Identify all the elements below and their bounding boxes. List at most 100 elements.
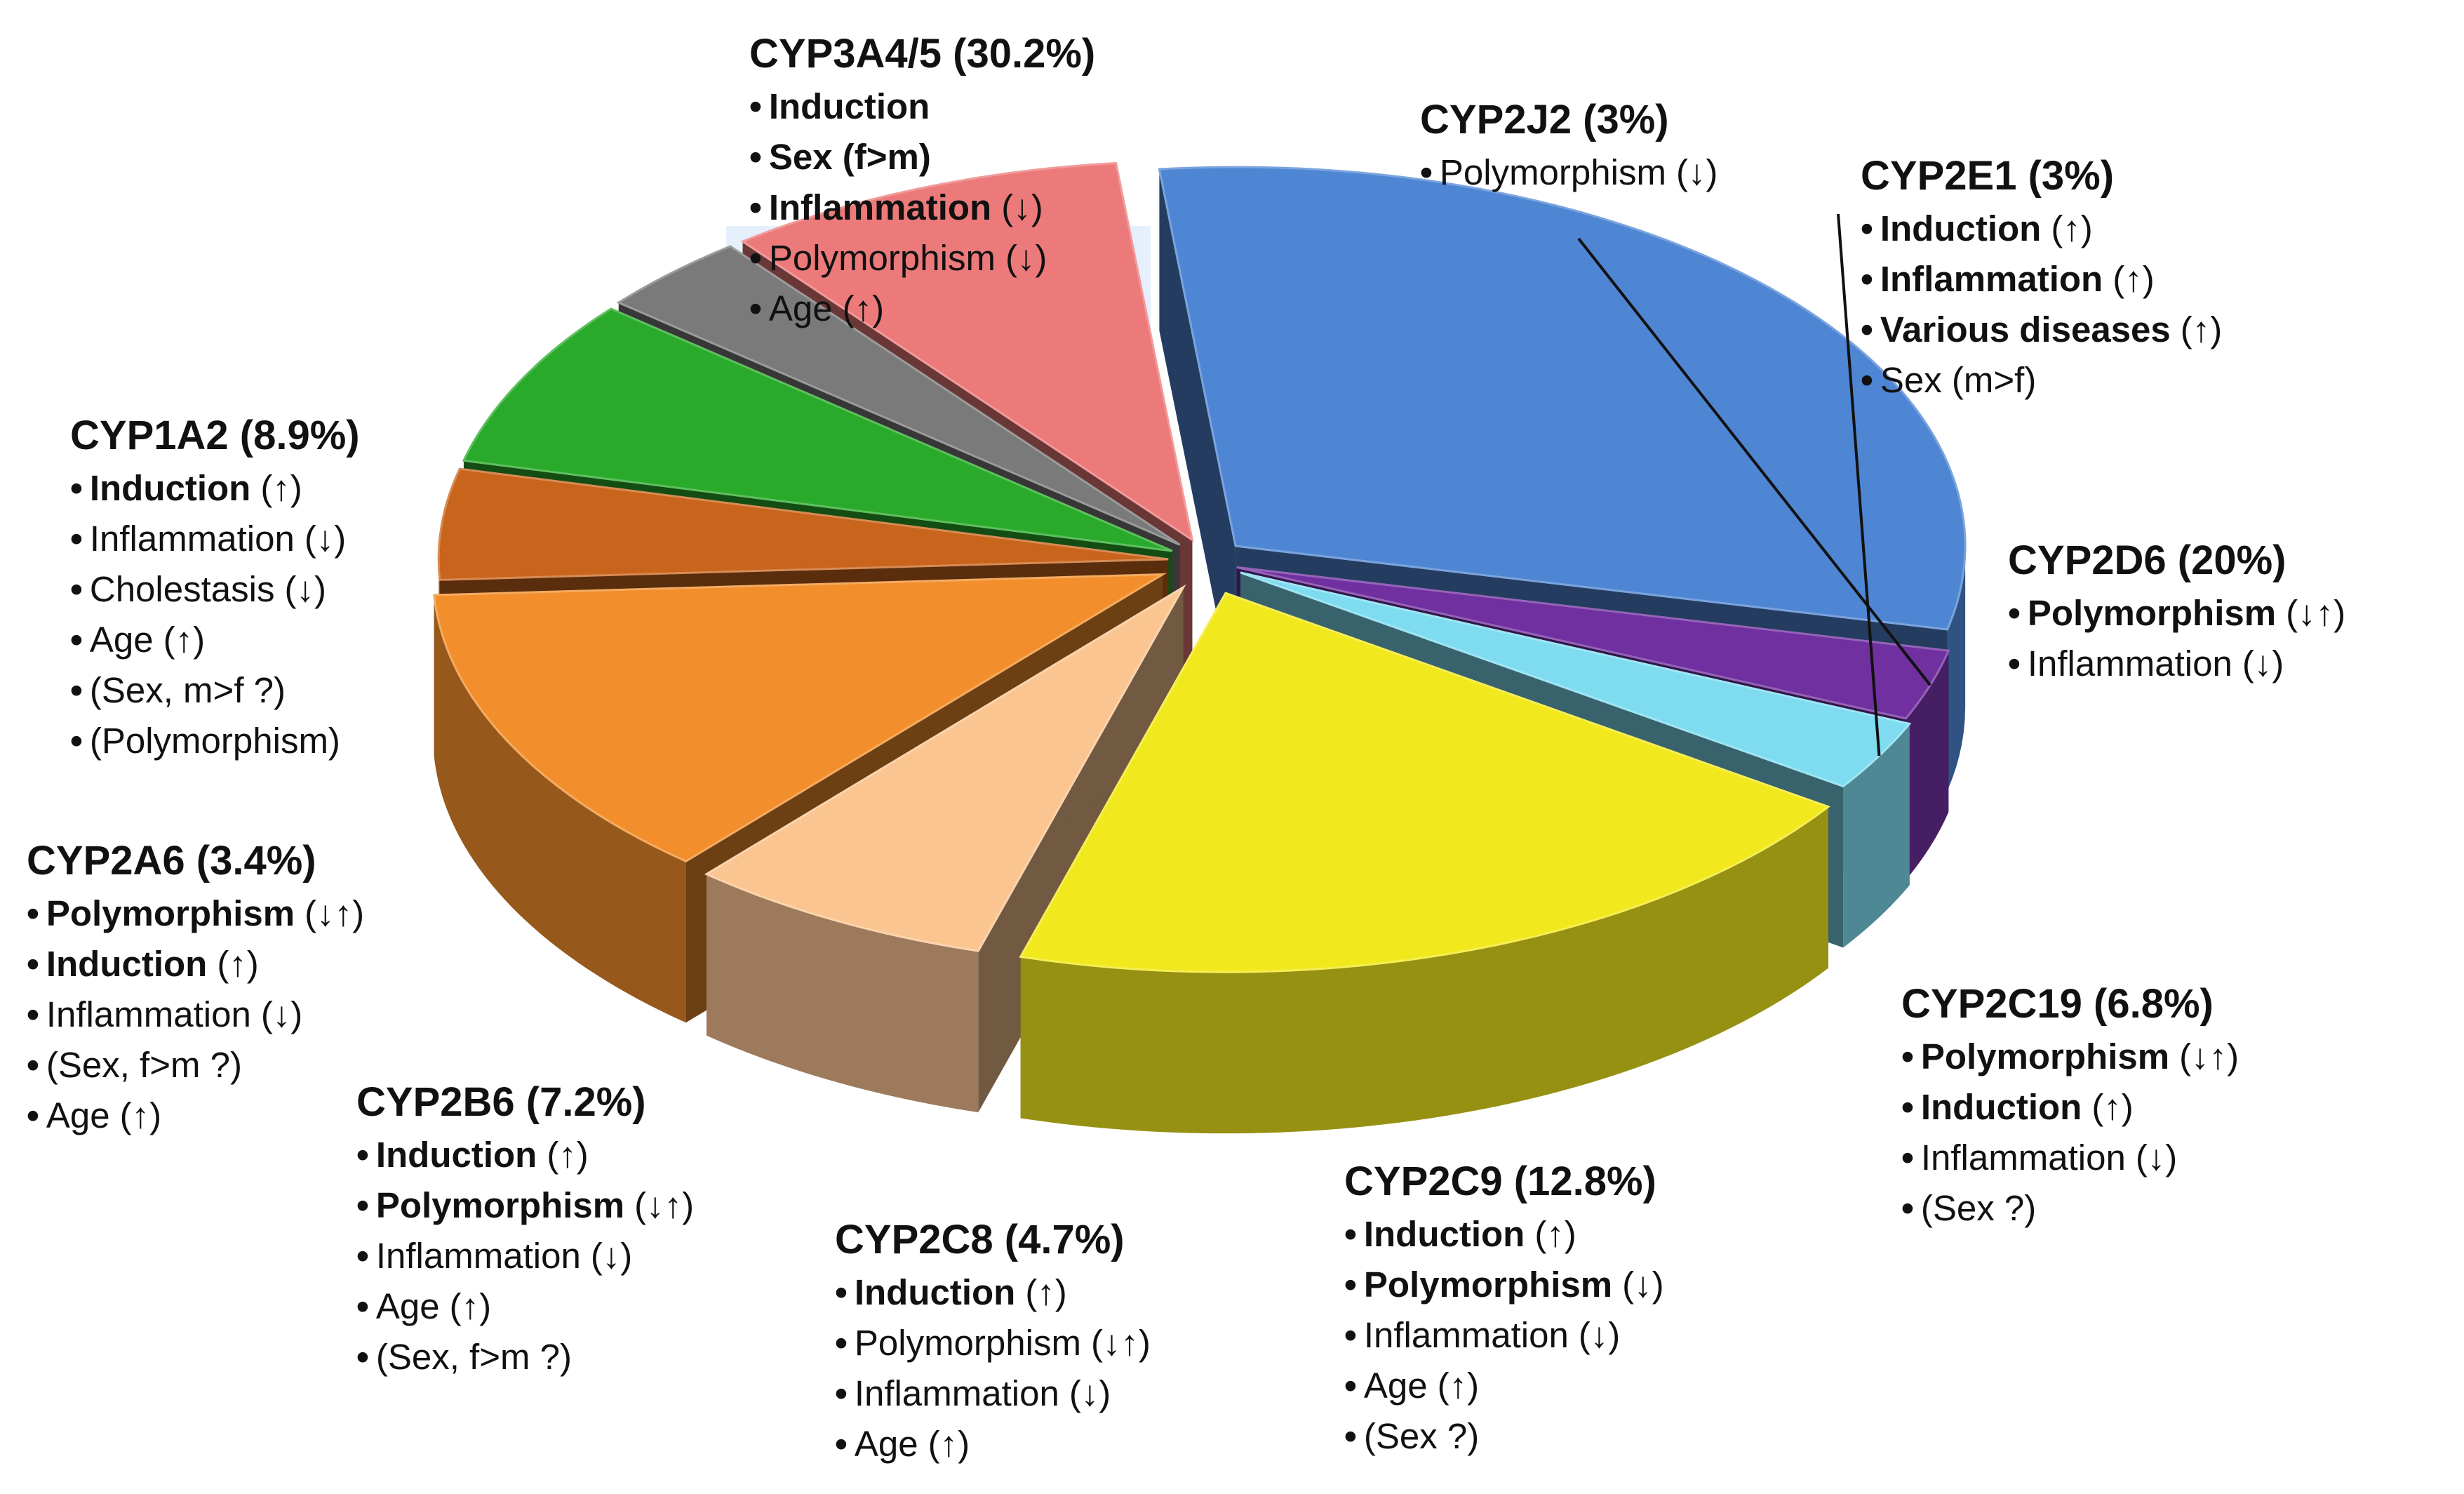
factor-item: • Induction (↑) (1861, 204, 2222, 254)
bullet-icon: • (1861, 360, 1873, 400)
factor-text: Induction (89, 468, 251, 508)
factor-text: Inflammation (1920, 1138, 2126, 1178)
factor-text: Inflammation (768, 187, 992, 227)
factor-item: • Polymorphism (↓) (1344, 1260, 1664, 1310)
factor-arrow: (↑) (842, 288, 885, 328)
factor-arrow: (↓↑) (2179, 1036, 2239, 1076)
factor-item: • (Polymorphism) (70, 716, 360, 766)
slice-top-cyp2c8 (437, 467, 1169, 581)
factor-item: • Induction (↑) (70, 463, 360, 514)
factor-text: Polymorphism (1363, 1265, 1613, 1305)
factor-arrow: (↑) (1534, 1214, 1576, 1254)
factor-text: Induction (768, 86, 930, 126)
factor-item: • Polymorphism (↓) (1420, 147, 1718, 198)
bullet-icon: • (2008, 643, 2021, 683)
factor-text: Inflammation (854, 1373, 1059, 1413)
factor-text: Polymorphism (854, 1323, 1081, 1363)
label-cyp1a2: CYP1A2 (8.9%) • Induction (↑) • Inflammation(… (70, 408, 360, 766)
bullet-icon: • (749, 187, 762, 227)
factor-item: • Inflammation (↑) (1861, 254, 2222, 305)
factor-arrow: (↓) (590, 1236, 633, 1276)
factor-text: Induction (1363, 1214, 1525, 1254)
slice-top-cyp3a4-5 (1158, 166, 1967, 631)
factor-item: • Induction (749, 81, 1095, 132)
factor-arrow: (↑) (928, 1424, 970, 1464)
slice-top-cyp2e1 (1240, 571, 1912, 788)
bullet-icon: • (1344, 1315, 1357, 1355)
factor-text: (Sex, m>f ?) (89, 670, 286, 710)
label-title: CYP2C8 (4.7%) (835, 1217, 1125, 1262)
label-title: CYP2D6 (20%) (2008, 538, 2286, 583)
factor-arrow: (↓) (260, 994, 303, 1034)
factor-item: • Induction (↑) (835, 1267, 1151, 1318)
slice-top-cyp1a2 (740, 161, 1194, 542)
bullet-icon: • (356, 1286, 369, 1326)
bullet-icon: • (27, 994, 39, 1034)
bullet-icon: • (1901, 1188, 1914, 1228)
slice-top-cyp2c19 (704, 584, 1186, 952)
factor-text: (Polymorphism) (89, 721, 340, 761)
factor-text: Inflammation (1363, 1315, 1569, 1355)
factor-text: Age (1363, 1366, 1428, 1406)
bullet-icon: • (1861, 309, 1873, 349)
label-title: CYP2C19 (6.8%) (1901, 981, 2214, 1027)
factor-text: Polymorphism (46, 893, 295, 933)
factor-item: • Age (↑) (1344, 1361, 1664, 1411)
factor-item: • Sex (f>m) (749, 132, 1095, 182)
bullet-icon: • (27, 1095, 39, 1135)
bullet-icon: • (356, 1135, 369, 1175)
factor-arrow: (↓) (2242, 643, 2284, 683)
factor-text: Induction (854, 1272, 1016, 1312)
bullet-icon: • (749, 86, 762, 126)
factor-arrow: (↓↑) (1090, 1323, 1151, 1363)
factor-text: (Sex ?) (1920, 1188, 2037, 1228)
factor-arrow: (↑) (1437, 1366, 1480, 1406)
label-cyp2a6: CYP2A6 (3.4%) • Polymorphism (↓↑) • Induction… (27, 834, 364, 1141)
factor-text: Polymorphism (375, 1185, 625, 1225)
bullet-icon: • (1861, 259, 1873, 299)
bullet-icon: • (27, 893, 39, 933)
bullet-icon: • (70, 468, 83, 508)
factor-arrow: (↓) (1675, 152, 1718, 192)
factor-arrow: (↓) (304, 519, 347, 559)
bullet-icon: • (1344, 1265, 1357, 1305)
factor-item: • Inflammation (↓) (2008, 639, 2345, 689)
bullet-icon: • (27, 944, 39, 984)
factor-item: • Induction (↑) (27, 939, 364, 989)
factor-text: Age (768, 288, 833, 328)
slice-side-cyp2e1 (1843, 723, 1910, 948)
factor-arrow: (↑) (2091, 1087, 2134, 1127)
factor-item: • Induction (↑) (356, 1130, 694, 1180)
factor-arrow: (↑) (2113, 259, 2155, 299)
factor-item: • Induction (↑) (1901, 1082, 2239, 1133)
factor-arrow: (↓) (1069, 1373, 1111, 1413)
label-title: CYP3A4/5 (30.2%) (749, 31, 1096, 76)
factor-text: Polymorphism (1439, 152, 1666, 192)
bullet-icon: • (356, 1337, 369, 1377)
bullet-icon: • (70, 670, 83, 710)
label-title: CYP2A6 (3.4%) (27, 838, 316, 883)
factor-arrow: (↓↑) (2286, 593, 2346, 633)
factor-item: • (Sex, f>m ?) (356, 1332, 694, 1382)
factor-item: • Inflammation (↓) (835, 1368, 1151, 1419)
label-title: CYP2B6 (7.2%) (356, 1079, 646, 1125)
factor-arrow: (↓↑) (304, 893, 365, 933)
bullet-icon: • (1861, 208, 1873, 248)
bullet-icon: • (1901, 1138, 1914, 1178)
factor-arrow: (↓) (1578, 1315, 1621, 1355)
slice-side-cyp3a4-5 (1947, 546, 1966, 791)
bullet-icon: • (356, 1236, 369, 1276)
factor-arrow: (↑) (449, 1286, 492, 1326)
bullet-icon: • (1901, 1087, 1914, 1127)
label-cyp2d6: CYP2D6 (20%) • Polymorphism (↓↑) • Inflammati… (2008, 533, 2345, 689)
factor-arrow: (↓) (1622, 1265, 1664, 1305)
factor-text: Sex (f>m) (768, 137, 931, 177)
label-cyp2b6: CYP2B6 (7.2%) • Induction (↑) • Polymorphism(… (356, 1075, 694, 1382)
factor-item: • (Sex ?) (1901, 1183, 2239, 1234)
label-title: CYP2E1 (3%) (1861, 153, 2115, 199)
bullet-icon: • (70, 519, 83, 559)
factor-item: • Inflammation (↓) (1344, 1310, 1664, 1361)
label-title: CYP2J2 (3%) (1420, 97, 1669, 142)
factor-arrow: (↑) (217, 944, 259, 984)
bullet-icon: • (1420, 152, 1433, 192)
